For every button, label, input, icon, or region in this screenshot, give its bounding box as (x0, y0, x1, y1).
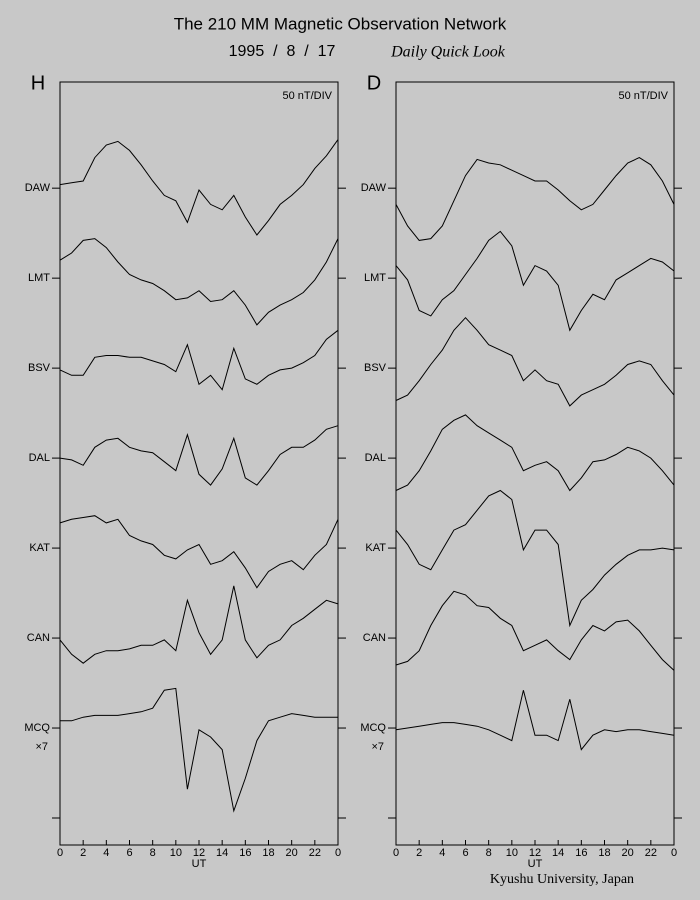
scale-annotation: 50 nT/DIV (282, 90, 332, 102)
scale-factor: ×7 (371, 741, 384, 753)
x-tick-label: 8 (486, 847, 492, 859)
y-tick-label: CAN (363, 632, 386, 644)
x-tick-label: 10 (170, 847, 182, 859)
trace (395, 414, 675, 492)
y-tick-label: BSV (28, 362, 51, 374)
x-tick-label: 18 (262, 847, 274, 859)
x-tick-label: 20 (622, 847, 634, 859)
y-tick-label: MCQ (360, 722, 386, 734)
x-tick-label: 14 (552, 847, 564, 859)
x-axis-label: UT (528, 858, 543, 870)
x-tick-label: 22 (309, 847, 321, 859)
x-tick-label: 4 (103, 847, 109, 859)
y-tick-label: LMT (364, 272, 386, 284)
x-tick-label: 22 (645, 847, 657, 859)
trace (59, 139, 339, 236)
trace (59, 238, 339, 326)
x-tick-label: 18 (598, 847, 610, 859)
x-tick-label: 6 (126, 847, 132, 859)
x-tick-label: 2 (80, 847, 86, 859)
panel-title: H (31, 72, 45, 94)
trace (395, 489, 675, 628)
trace (395, 690, 675, 751)
y-tick-label: CAN (27, 632, 50, 644)
x-tick-label: 6 (462, 847, 468, 859)
y-tick-label: LMT (28, 272, 50, 284)
trace (59, 425, 339, 486)
x-tick-label: 4 (439, 847, 445, 859)
x-tick-label: 0 (393, 847, 399, 859)
subtitle: Daily Quick Look (390, 44, 506, 61)
y-tick-label: BSV (364, 362, 387, 374)
x-tick-label: 12 (193, 847, 205, 859)
page-title: The 210 MM Magnetic Observation Network (174, 14, 507, 33)
x-tick-label: 14 (216, 847, 228, 859)
trace (59, 515, 339, 589)
y-tick-label: DAW (25, 182, 51, 194)
scale-annotation: 50 nT/DIV (618, 90, 668, 102)
y-tick-label: DAW (361, 182, 387, 194)
date: 1995 / 8 / 17 (229, 43, 336, 60)
trace (59, 585, 339, 664)
trace (60, 687, 338, 813)
x-tick-label: 0 (335, 847, 341, 859)
x-tick-label: 20 (286, 847, 298, 859)
trace (395, 230, 675, 332)
x-tick-label: 0 (671, 847, 677, 859)
x-tick-label: 16 (575, 847, 587, 859)
trace (395, 316, 675, 407)
credit: Kyushu University, Japan (490, 872, 634, 887)
x-tick-label: 2 (416, 847, 422, 859)
x-tick-label: 10 (506, 847, 518, 859)
trace (395, 157, 675, 241)
x-tick-label: 0 (57, 847, 63, 859)
y-tick-label: DAL (365, 452, 386, 464)
x-tick-label: 16 (239, 847, 251, 859)
trace (395, 590, 675, 671)
x-tick-label: 8 (150, 847, 156, 859)
y-tick-label: KAT (365, 542, 386, 554)
y-tick-label: DAL (29, 452, 50, 464)
panel-title: D (367, 72, 381, 94)
x-axis-label: UT (192, 858, 207, 870)
y-tick-label: MCQ (24, 722, 50, 734)
y-tick-label: KAT (29, 542, 50, 554)
scale-factor: ×7 (35, 741, 48, 753)
x-tick-label: 12 (529, 847, 541, 859)
trace (59, 329, 339, 391)
